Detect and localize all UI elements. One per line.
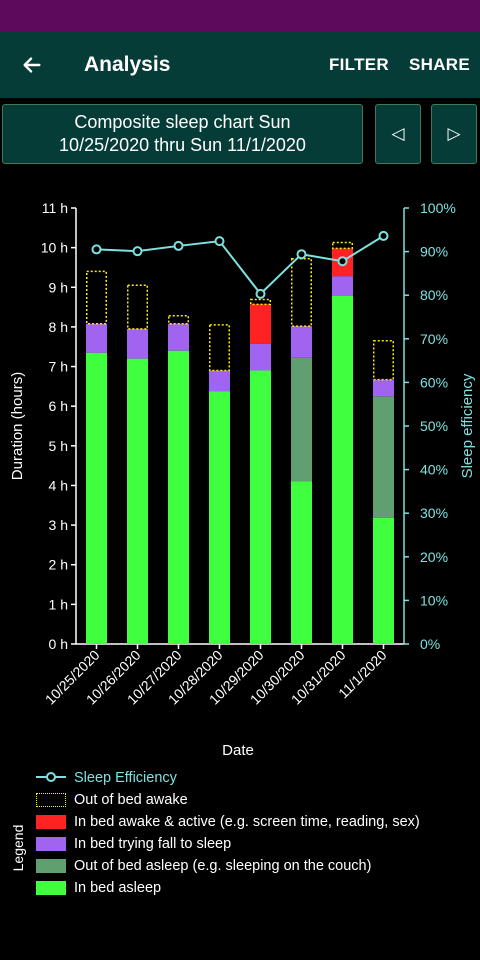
legend-label: Sleep Efficiency	[74, 770, 177, 786]
sleep-efficiency-point	[378, 230, 389, 241]
triangle-left-icon: ◁	[391, 124, 405, 143]
y-tick-label: 7 h	[49, 359, 68, 375]
bar-in-bed-asleep	[168, 350, 189, 644]
bar-in-bed-trying	[127, 328, 148, 359]
sleep-chart: 0 h 1 h 2 h 3 h 4 h 5 h 6 h 7 h 8 h 9 h 10 h 11 h 0%…	[9, 200, 476, 759]
triangle-right-icon: ▷	[447, 124, 461, 143]
y2-tick-label: 40%	[420, 462, 448, 478]
y-tick-label: 3 h	[49, 517, 68, 533]
legend-label: In bed awake & active (e.g. screen time,…	[74, 814, 420, 830]
sleep-efficiency-point	[296, 249, 307, 260]
previous-week-button[interactable]: ◁	[375, 104, 421, 164]
y2-tick-label: 0%	[420, 636, 440, 652]
bar-out-of-bed-awake	[86, 270, 107, 325]
bar-in-bed-trying	[250, 343, 271, 371]
status-bar	[0, 0, 480, 32]
y-tick-label: 9 h	[49, 279, 68, 295]
legend-label: Out of bed asleep (e.g. sleeping on the …	[74, 858, 372, 874]
bar-in-bed-trying	[168, 323, 189, 351]
bar-out-of-bed-awake	[127, 284, 148, 330]
sleep-efficiency-point	[91, 244, 102, 255]
y-tick-label: 0 h	[49, 636, 68, 652]
legend-swatch	[36, 770, 66, 784]
y2-tick-label: 70%	[420, 331, 448, 347]
bar-in-bed-asleep	[209, 391, 230, 644]
arrow-left-icon	[23, 57, 41, 73]
x-axis-label: Date	[222, 742, 254, 759]
y2-tick-label: 50%	[420, 418, 448, 434]
legend-swatch	[36, 837, 66, 851]
bar-in-bed-trying	[291, 326, 312, 358]
bar-in-bed-asleep	[86, 352, 107, 644]
bar-out-of-bed-awake	[209, 324, 230, 372]
y2-tick-label: 100%	[420, 200, 456, 216]
y-tick-label: 4 h	[49, 477, 68, 493]
share-button[interactable]: SHARE	[408, 55, 470, 74]
bar-in-bed-asleep	[332, 295, 353, 644]
legend-swatch	[36, 815, 66, 829]
bar-in-bed-asleep	[127, 358, 148, 644]
y2-tick-label: 20%	[420, 549, 448, 565]
y2-tick-label: 90%	[420, 244, 448, 260]
app-bar: Analysis FILTER SHARE	[0, 32, 480, 98]
bar-out-of-bed-asleep	[373, 396, 394, 518]
bar-in-bed-awake-active	[250, 304, 271, 344]
y-tick-label: 1 h	[49, 596, 68, 612]
y-tick-label: 6 h	[49, 398, 68, 414]
page-title: Analysis	[84, 53, 171, 76]
sleep-efficiency-line	[96, 235, 385, 296]
bar-out-of-bed-awake	[250, 298, 271, 306]
y2-tick-label: 30%	[420, 505, 448, 521]
bar-in-bed-trying	[209, 370, 230, 392]
legend-swatch	[36, 881, 66, 895]
y2-tick-label: 10%	[420, 592, 448, 608]
y-tick-label: 2 h	[49, 557, 68, 573]
bar-in-bed-asleep	[291, 481, 312, 644]
bar-out-of-bed-awake	[168, 315, 189, 325]
back-button[interactable]	[0, 32, 64, 98]
chart-title: Composite sleep chart Sun 10/25/2020 thr…	[2, 104, 363, 164]
sleep-efficiency-point	[173, 240, 184, 251]
sleep-efficiency-point	[255, 288, 266, 299]
legend-label: Out of bed awake	[74, 792, 188, 808]
bar-in-bed-trying	[332, 276, 353, 296]
bar-out-of-bed-awake	[332, 241, 353, 250]
legend-label: In bed asleep	[74, 880, 162, 896]
y-tick-label: 11 h	[42, 200, 68, 216]
bar-in-bed-trying	[373, 379, 394, 397]
legend-title: Legend	[10, 824, 26, 872]
legend-label: In bed trying fall to sleep	[74, 836, 232, 852]
y2-axis-label: Sleep efficiency	[459, 373, 476, 478]
next-week-button[interactable]: ▷	[431, 104, 477, 164]
sleep-efficiency-point	[214, 236, 225, 247]
y-tick-label: 10 h	[41, 240, 68, 256]
chart-header: Composite sleep chart Sun 10/25/2020 thr…	[2, 104, 478, 168]
legend-swatch	[36, 859, 66, 873]
bar-out-of-bed-asleep	[291, 357, 312, 482]
y-tick-label: 8 h	[49, 319, 68, 335]
y2-tick-label: 60%	[420, 374, 448, 390]
bar-in-bed-trying	[86, 323, 107, 353]
bar-out-of-bed-awake	[291, 257, 312, 327]
bar-out-of-bed-awake	[373, 340, 394, 381]
legend-swatch	[36, 793, 66, 807]
bar-in-bed-asleep	[373, 517, 394, 644]
sleep-efficiency-point	[337, 256, 348, 267]
sleep-efficiency-point	[132, 246, 143, 257]
filter-button[interactable]: FILTER	[328, 55, 389, 74]
y2-tick-label: 80%	[420, 287, 448, 303]
bar-in-bed-asleep	[250, 370, 271, 644]
y-tick-label: 5 h	[49, 438, 68, 454]
y-axis-label: Duration (hours)	[9, 372, 26, 480]
